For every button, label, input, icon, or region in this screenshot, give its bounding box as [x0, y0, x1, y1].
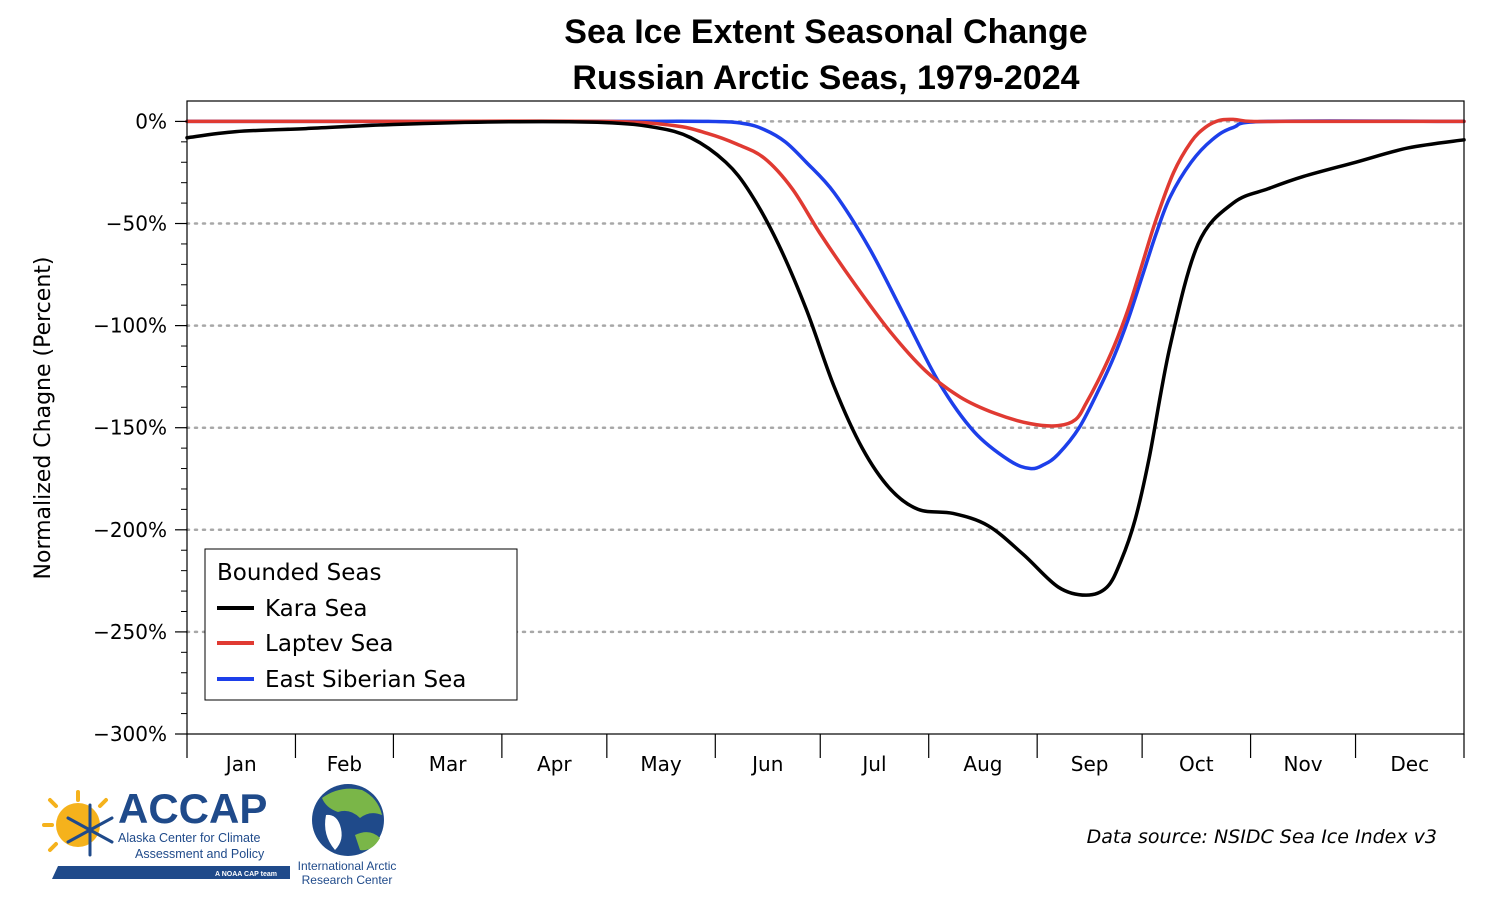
legend: Bounded Seas Kara Sea Laptev Sea East Si…: [204, 548, 518, 701]
x-tick-label: Mar: [429, 752, 468, 776]
series-line-east-siberian-sea: [185, 119, 1466, 471]
y-axis-label: Normalized Chagne (Percent): [31, 257, 56, 580]
accap-tag: A NOAA CAP team: [215, 871, 277, 878]
chart-subtitle: Russian Arctic Seas, 1979-2024: [572, 59, 1079, 97]
x-tick-labels: Jan Feb Mar Apr May Jun Jul Aug Sep Oct Nov Dec: [224, 752, 1429, 776]
accap-line2: Assessment and Policy: [135, 847, 265, 861]
y-tick-label: −300%: [93, 722, 167, 746]
series-line-kara-sea: [185, 119, 1466, 597]
accap-line1: Alaska Center for Climate: [118, 831, 260, 845]
legend-box: [204, 548, 518, 701]
legend-label-kara: Kara Sea: [265, 596, 367, 622]
legend-title: Bounded Seas: [217, 560, 382, 586]
x-tick-label: Apr: [537, 752, 572, 776]
x-tick-label: Nov: [1284, 752, 1323, 776]
y-tick-label: −200%: [93, 518, 167, 542]
y-tick-label: −150%: [93, 416, 167, 440]
y-tick-label: −100%: [93, 314, 167, 338]
sun-snowflake-icon: [42, 790, 114, 857]
x-tick-label: Oct: [1179, 752, 1214, 776]
legend-label-east-siberian: East Siberian Sea: [265, 667, 466, 693]
x-tick-label: Feb: [327, 752, 362, 776]
data-source-note: Data source: NSIDC Sea Ice Index v3: [1087, 826, 1437, 848]
iarc-line2: Research Center: [302, 873, 393, 887]
x-tick-label: Aug: [963, 752, 1002, 776]
y-tick-label: 0%: [135, 109, 167, 133]
x-tick-label: Jul: [860, 752, 886, 776]
accap-name: ACCAP: [118, 785, 267, 832]
x-tick-label: Jan: [224, 752, 257, 776]
x-tick-label: Sep: [1071, 752, 1109, 776]
y-tick-labels: 0% −50% −100% −150% −200% −250% −300%: [93, 109, 167, 746]
series-line-laptev-sea: [185, 117, 1466, 428]
x-tick-label: May: [640, 752, 682, 776]
series-lines: [185, 117, 1466, 597]
iarc-logo: International Arctic Research Center: [298, 784, 397, 887]
y-tick-label: −250%: [93, 620, 167, 644]
x-tick-label: Jun: [750, 752, 783, 776]
plot-frame: [186, 100, 1465, 735]
iarc-line1: International Arctic: [298, 859, 397, 873]
accap-logo: ACCAP Alaska Center for Climate Assessme…: [42, 785, 290, 879]
axes: [175, 100, 1465, 758]
y-tick-label: −50%: [106, 212, 167, 236]
chart-title: Sea Ice Extent Seasonal Change: [564, 13, 1087, 51]
legend-label-laptev: Laptev Sea: [265, 631, 393, 657]
x-tick-label: Dec: [1390, 752, 1429, 776]
